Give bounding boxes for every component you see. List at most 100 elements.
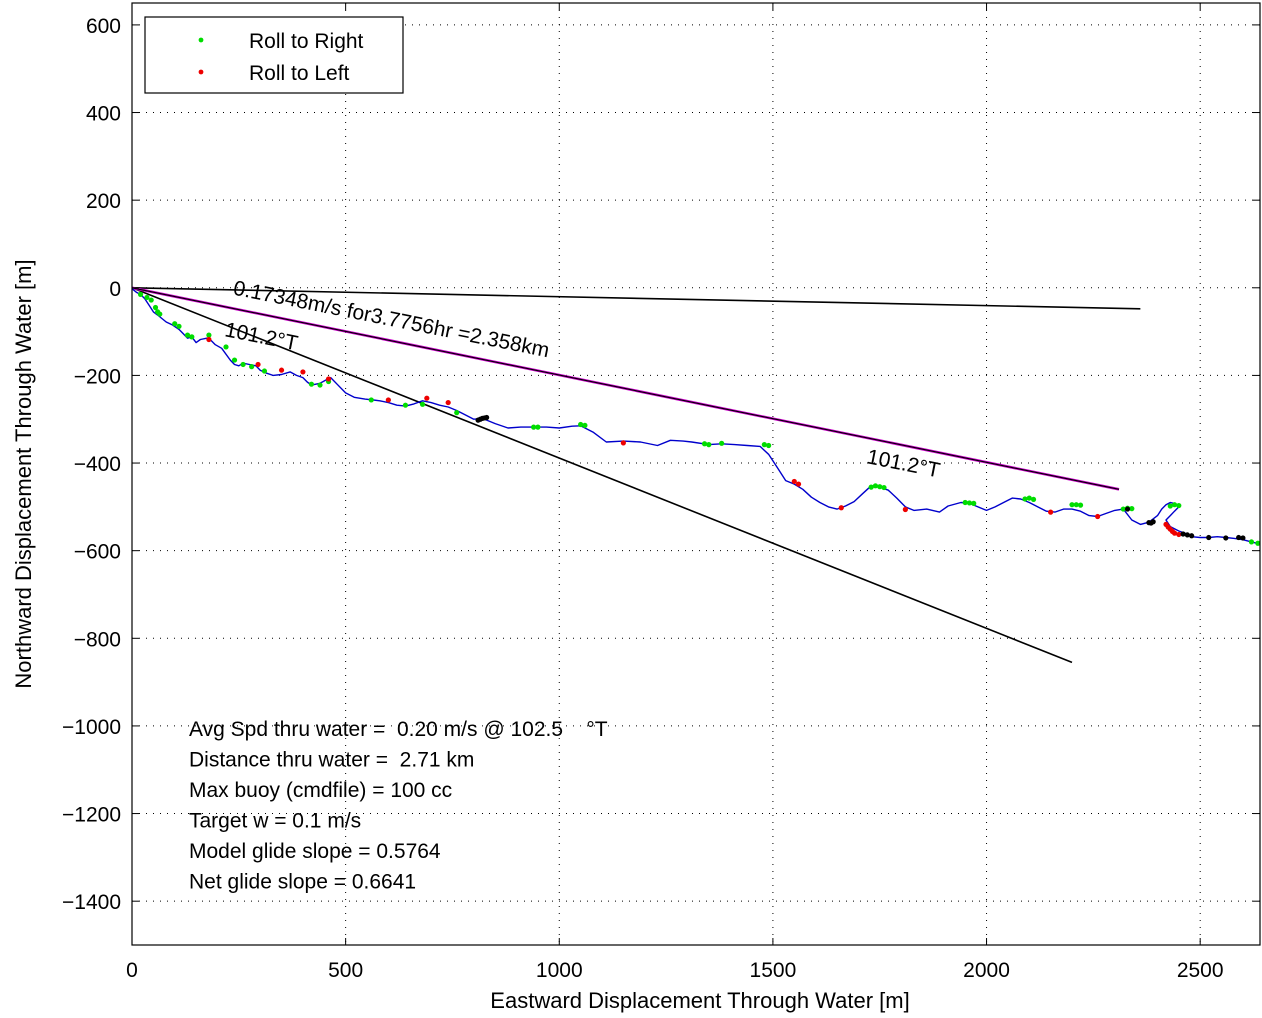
- roll-right-point: [582, 422, 588, 428]
- neutral-roll-point: [484, 414, 490, 421]
- roll-right-point: [261, 368, 268, 374]
- roll-right-point: [223, 344, 229, 350]
- roll-right-point: [719, 440, 725, 446]
- legend-box: [144, 16, 404, 94]
- roll-right-point: [231, 357, 238, 363]
- neutral-roll-point: [1124, 506, 1131, 512]
- roll-right-point: [172, 321, 178, 327]
- roll-right-point: [966, 500, 973, 506]
- legend-label-roll-right: Roll to Right: [249, 30, 364, 53]
- roll-left-point: [902, 506, 908, 513]
- roll-left-point: [300, 369, 306, 375]
- neutral-roll-point: [1189, 533, 1195, 539]
- stats-line: Target w = 0.1 m/s: [189, 810, 361, 833]
- roll-right-point: [1176, 502, 1182, 509]
- roll-right-point: [1120, 506, 1126, 512]
- y-tick-label: −600: [74, 541, 121, 564]
- roll-left-point: [325, 376, 332, 382]
- legend-marker-roll-left: [198, 69, 204, 75]
- roll-right-point: [761, 442, 767, 448]
- roll-right-point: [881, 484, 887, 491]
- x-tick-label: 2500: [1177, 959, 1224, 982]
- x-tick-label: 1500: [750, 959, 797, 982]
- roll-left-point: [1171, 530, 1178, 536]
- roll-right-point: [137, 291, 144, 297]
- y-tick-label: 400: [86, 103, 121, 126]
- roll-right-point: [962, 499, 968, 506]
- x-tick-label: 1000: [536, 959, 583, 982]
- roll-right-point: [1171, 502, 1178, 508]
- roll-left-point: [620, 440, 626, 446]
- roll-left-point: [1095, 513, 1101, 520]
- neutral-roll-point: [1150, 519, 1156, 525]
- y-tick-label: −400: [74, 453, 121, 476]
- roll-right-point: [1030, 496, 1037, 503]
- neutral-roll-point: [1180, 531, 1186, 537]
- roll-right-point: [368, 397, 374, 403]
- x-tick-label: 500: [328, 959, 363, 982]
- x-tick-label: 2000: [963, 959, 1010, 982]
- roll-right-point: [535, 424, 541, 430]
- roll-left-point: [1048, 509, 1054, 515]
- neutral-roll-point: [1223, 535, 1229, 541]
- roll-right-point: [189, 334, 195, 340]
- roll-left-point: [424, 395, 430, 401]
- roll-right-point: [144, 294, 150, 301]
- y-tick-label: −1200: [62, 804, 121, 827]
- stats-line: Max buoy (cmdfile) = 100 cc: [189, 779, 452, 802]
- roll-right-point: [206, 332, 212, 338]
- roll-left-point: [795, 481, 802, 487]
- stats-line: Avg Spd thru water = 0.20 m/s @ 102.5 °T: [189, 718, 608, 741]
- y-tick-label: 600: [86, 15, 121, 38]
- roll-right-point: [1022, 496, 1028, 502]
- reference-lines: [131, 286, 1141, 664]
- roll-right-point: [578, 421, 584, 428]
- roll-left-point: [206, 336, 212, 343]
- roll-right-point: [317, 382, 323, 388]
- roll-right-point: [1248, 539, 1255, 545]
- y-tick-label: −1000: [62, 716, 121, 739]
- y-axis-ticks: 600 400 200 0 −200 −400 −600 −800 −1000 −1200 −140…: [62, 15, 1260, 914]
- neutral-roll-point: [1240, 535, 1246, 541]
- roll-right-point: [877, 484, 883, 490]
- roll-left-point: [838, 505, 844, 511]
- roll-right-point: [1255, 540, 1261, 546]
- x-tick-label: 0: [126, 959, 138, 982]
- roll-right-point: [1167, 503, 1173, 509]
- roll-right-point: [872, 483, 879, 489]
- roll-right-point: [1069, 502, 1075, 508]
- roll-right-point: [1129, 506, 1135, 512]
- roll-right-point: [176, 323, 182, 329]
- roll-right-point: [1073, 502, 1079, 508]
- roll-right-point: [240, 361, 246, 368]
- y-axis-label: Northward Displacement Through Water [m]: [11, 259, 36, 688]
- track-layer: [131, 288, 1261, 545]
- x-axis-ticks: 0 500 1000 1500 2000 2500: [126, 3, 1224, 982]
- roll-right-point: [419, 401, 426, 407]
- stats-line: Net glide slope = 0.6641: [189, 871, 416, 894]
- roll-right-point: [157, 311, 163, 317]
- legend-label-roll-left: Roll to Left: [249, 62, 350, 85]
- roll-right-point: [249, 364, 255, 370]
- roll-markers: [137, 291, 1261, 546]
- mean-velocity-line: [131, 287, 1120, 490]
- roll-right-point: [1026, 495, 1032, 501]
- y-tick-label: −200: [74, 365, 121, 388]
- roll-right-point: [308, 381, 315, 387]
- neutral-roll-point: [1236, 534, 1242, 541]
- roll-right-point: [868, 484, 874, 490]
- legend-marker-roll-right: [198, 37, 204, 43]
- glider-track-line: [131, 288, 1261, 545]
- reference-line: [131, 287, 1073, 664]
- roll-right-point: [531, 424, 537, 430]
- roll-right-point: [152, 304, 159, 311]
- legend: Roll to Right Roll to Left: [144, 16, 404, 94]
- roll-right-point: [706, 442, 712, 448]
- roll-right-point: [402, 402, 409, 408]
- roll-right-point: [766, 442, 772, 449]
- x-axis-label: Eastward Displacement Through Water [m]: [490, 988, 909, 1013]
- stats-block: Avg Spd thru water = 0.20 m/s @ 102.5 °T…: [189, 718, 608, 894]
- neutral-roll-point: [1184, 532, 1190, 538]
